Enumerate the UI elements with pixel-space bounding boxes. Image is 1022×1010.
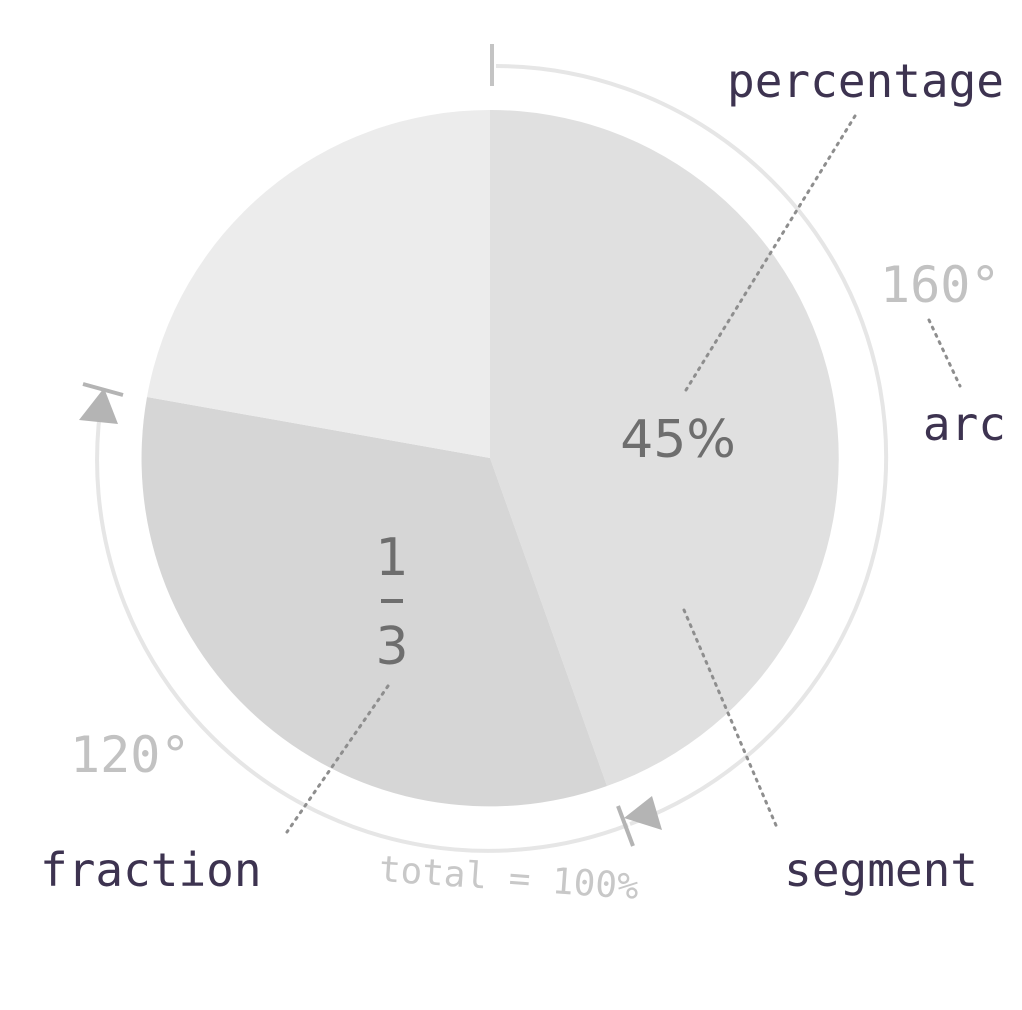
arrow-head-bottom [624, 796, 662, 830]
label-percentage: percentage [727, 54, 1004, 108]
label-total: total = 100% [378, 849, 641, 908]
leader-percentage [684, 114, 857, 392]
fraction-denominator: 3 [375, 617, 408, 677]
fraction-numerator: 1 [375, 528, 408, 588]
label-arc: arc [923, 397, 1006, 451]
leader-arc [927, 318, 962, 388]
leader-segment [682, 608, 780, 832]
segment-45-percent [490, 109, 839, 786]
segment-one-third [141, 397, 607, 807]
segment-remainder [147, 109, 490, 459]
label-fraction: fraction [40, 843, 262, 897]
outer-arc-right [495, 64, 889, 826]
leader-fraction [285, 684, 390, 834]
arc-mid-tick [616, 805, 635, 847]
label-segment: segment [784, 843, 978, 897]
percent-value: 45% [620, 410, 736, 470]
angle-label-right: 160° [880, 256, 1000, 314]
angle-label-left: 120° [70, 726, 190, 784]
outer-arc-left [95, 391, 629, 853]
arrow-head-left [79, 388, 118, 424]
